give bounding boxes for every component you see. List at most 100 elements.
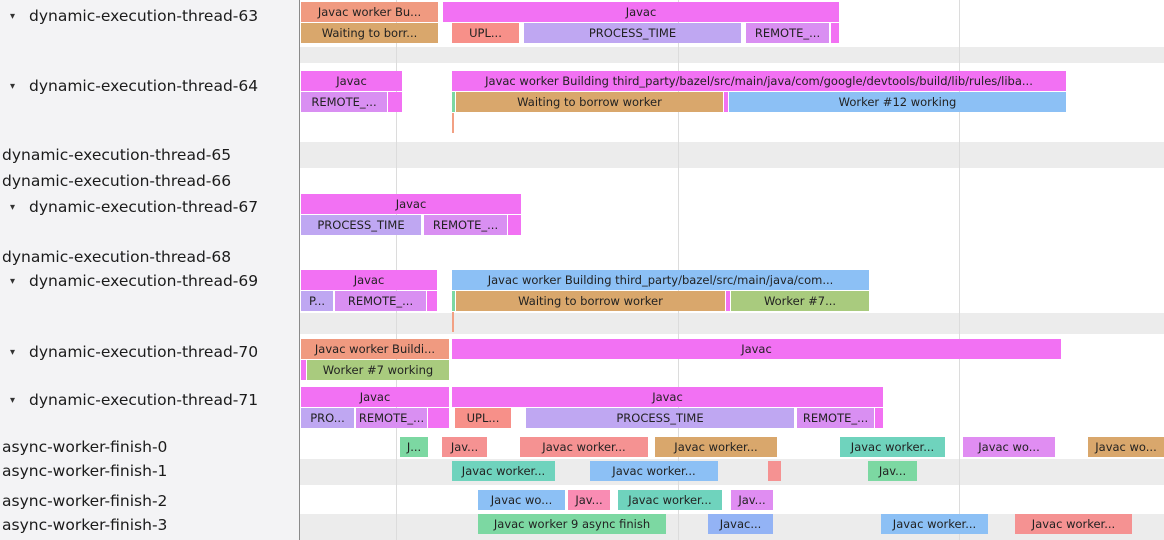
trace-event-bar[interactable]: Javac worker... bbox=[452, 461, 555, 481]
trace-event-bar[interactable]: Waiting to borrow worker bbox=[456, 92, 723, 112]
trace-event-bar[interactable]: Waiting to borr... bbox=[301, 23, 438, 43]
trace-event-bar[interactable]: Jav... bbox=[442, 437, 487, 457]
expander-triangle-icon[interactable]: ▾ bbox=[10, 394, 16, 406]
trace-event-bar[interactable]: UPL... bbox=[452, 23, 519, 43]
thread-label: dynamic-execution-thread-65 bbox=[2, 146, 232, 164]
sidebar-row-dynamic-execution-thread-67[interactable]: ▾ dynamic-execution-thread-67 bbox=[0, 196, 299, 218]
thread-sidebar: ▾ dynamic-execution-thread-63 ▾ dynamic-exe… bbox=[0, 0, 300, 540]
trace-event-bar[interactable]: REMOTE_... bbox=[746, 23, 829, 43]
trace-event-bar[interactable]: Jav... bbox=[868, 461, 917, 481]
trace-event-bar[interactable]: REMOTE_... bbox=[797, 408, 874, 428]
trace-event-sliver[interactable] bbox=[508, 215, 521, 235]
trace-event-bar[interactable]: PROCESS_TIME bbox=[524, 23, 741, 43]
trace-event-bar[interactable]: REMOTE_... bbox=[424, 215, 507, 235]
trace-event-bar[interactable]: P... bbox=[301, 291, 333, 311]
timeline-canvas[interactable]: Javac worker Bu... Javac Waiting to borr..… bbox=[300, 0, 1164, 540]
trace-event-bar[interactable]: Javac worker Building third_party/bazel/… bbox=[452, 270, 869, 290]
sidebar-row-dynamic-execution-thread-68[interactable]: dynamic-execution-thread-68 bbox=[0, 246, 299, 268]
thread-label: dynamic-execution-thread-68 bbox=[2, 248, 232, 266]
row-background-band bbox=[300, 47, 1164, 63]
expander-triangle-icon[interactable]: ▾ bbox=[10, 201, 16, 213]
sidebar-row-dynamic-execution-thread-69[interactable]: ▾ dynamic-execution-thread-69 bbox=[0, 270, 299, 292]
trace-event-bar[interactable]: REMOTE_... bbox=[301, 92, 387, 112]
expander-triangle-icon[interactable]: ▾ bbox=[10, 10, 16, 22]
trace-event-sliver[interactable] bbox=[427, 291, 437, 311]
trace-event-sliver[interactable] bbox=[428, 408, 449, 428]
trace-event-bar[interactable]: Javac worker... bbox=[655, 437, 777, 457]
trace-event-bar[interactable]: J... bbox=[400, 437, 428, 457]
trace-event-sliver[interactable] bbox=[452, 92, 455, 112]
trace-event-bar[interactable]: PROCESS_TIME bbox=[526, 408, 794, 428]
trace-event-bar[interactable]: REMOTE_... bbox=[356, 408, 427, 428]
expander-triangle-icon[interactable]: ▾ bbox=[10, 275, 16, 287]
sidebar-row-async-worker-finish-3[interactable]: async-worker-finish-3 bbox=[0, 514, 299, 536]
trace-event-sliver[interactable] bbox=[452, 113, 454, 133]
trace-event-bar[interactable]: Javac bbox=[301, 270, 437, 290]
trace-event-bar[interactable]: Javac worker Bu... bbox=[301, 2, 438, 22]
trace-event-bar[interactable]: Jav... bbox=[731, 490, 773, 510]
trace-event-bar[interactable]: Javac wo... bbox=[1088, 437, 1164, 457]
row-background-band bbox=[300, 459, 1164, 485]
trace-event-bar[interactable]: PROCESS_TIME bbox=[301, 215, 421, 235]
sidebar-row-dynamic-execution-thread-66[interactable]: dynamic-execution-thread-66 bbox=[0, 170, 299, 192]
sidebar-row-dynamic-execution-thread-65[interactable]: dynamic-execution-thread-65 bbox=[0, 144, 299, 166]
trace-event-bar[interactable]: Worker #7... bbox=[731, 291, 869, 311]
trace-event-bar[interactable]: REMOTE_... bbox=[335, 291, 426, 311]
trace-event-sliver[interactable] bbox=[452, 291, 455, 311]
trace-event-bar[interactable]: Javac bbox=[301, 387, 449, 407]
trace-event-bar[interactable]: PRO... bbox=[301, 408, 354, 428]
trace-event-sliver[interactable] bbox=[831, 23, 839, 43]
trace-event-bar[interactable]: Javac worker... bbox=[840, 437, 945, 457]
trace-event-bar[interactable]: Javac bbox=[452, 387, 883, 407]
expander-triangle-icon[interactable]: ▾ bbox=[10, 80, 16, 92]
trace-event-bar[interactable]: Javac wo... bbox=[963, 437, 1055, 457]
trace-event-bar[interactable]: Javac bbox=[443, 2, 839, 22]
trace-event-bar[interactable]: Javac bbox=[452, 339, 1061, 359]
trace-event-bar[interactable]: Worker #7 working bbox=[307, 360, 449, 380]
trace-event-bar[interactable]: Javac bbox=[301, 194, 521, 214]
trace-event-sliver[interactable] bbox=[875, 408, 883, 428]
trace-event-bar[interactable]: Jav... bbox=[568, 490, 610, 510]
trace-event-sliver[interactable] bbox=[452, 312, 454, 332]
sidebar-row-async-worker-finish-0[interactable]: async-worker-finish-0 bbox=[0, 436, 299, 458]
trace-event-bar[interactable]: UPL... bbox=[455, 408, 511, 428]
thread-label: async-worker-finish-0 bbox=[2, 438, 168, 456]
trace-event-bar[interactable]: Javac worker... bbox=[881, 514, 988, 534]
thread-label: dynamic-execution-thread-67 bbox=[29, 198, 259, 216]
thread-label: dynamic-execution-thread-63 bbox=[29, 7, 259, 25]
sidebar-row-dynamic-execution-thread-70[interactable]: ▾ dynamic-execution-thread-70 bbox=[0, 341, 299, 363]
trace-event-bar[interactable]: Javac worker Buildi... bbox=[301, 339, 449, 359]
thread-label: dynamic-execution-thread-64 bbox=[29, 77, 259, 95]
thread-label: dynamic-execution-thread-66 bbox=[2, 172, 232, 190]
trace-event-bar[interactable]: Javac worker... bbox=[1015, 514, 1132, 534]
thread-label: async-worker-finish-2 bbox=[2, 492, 168, 510]
trace-event-sliver[interactable] bbox=[726, 291, 730, 311]
trace-event-bar[interactable]: Waiting to borrow worker bbox=[456, 291, 725, 311]
thread-label: dynamic-execution-thread-71 bbox=[29, 391, 259, 409]
trace-event-bar[interactable]: Javac worker Building third_party/bazel/… bbox=[452, 71, 1066, 91]
trace-event-bar[interactable]: Worker #12 working bbox=[729, 92, 1066, 112]
sidebar-row-dynamic-execution-thread-64[interactable]: ▾ dynamic-execution-thread-64 bbox=[0, 75, 299, 97]
trace-event-sliver[interactable] bbox=[301, 360, 306, 380]
trace-event-sliver[interactable] bbox=[724, 92, 728, 112]
expander-triangle-icon[interactable]: ▾ bbox=[10, 346, 16, 358]
trace-event-bar[interactable]: Javac worker... bbox=[590, 461, 718, 481]
trace-event-bar[interactable]: Javac wo... bbox=[478, 490, 565, 510]
sidebar-row-dynamic-execution-thread-71[interactable]: ▾ dynamic-execution-thread-71 bbox=[0, 389, 299, 411]
sidebar-row-dynamic-execution-thread-63[interactable]: ▾ dynamic-execution-thread-63 bbox=[0, 5, 299, 27]
sidebar-row-async-worker-finish-1[interactable]: async-worker-finish-1 bbox=[0, 460, 299, 482]
sidebar-row-async-worker-finish-2[interactable]: async-worker-finish-2 bbox=[0, 490, 299, 512]
trace-event-bar[interactable]: Javac worker... bbox=[618, 490, 722, 510]
thread-label: dynamic-execution-thread-70 bbox=[29, 343, 259, 361]
trace-event-sliver[interactable] bbox=[768, 461, 781, 481]
trace-event-bar[interactable]: Javac worker... bbox=[520, 437, 648, 457]
trace-event-bar[interactable]: Javac... bbox=[708, 514, 773, 534]
thread-label: dynamic-execution-thread-69 bbox=[29, 272, 259, 290]
trace-event-sliver[interactable] bbox=[388, 92, 402, 112]
row-background-band bbox=[300, 142, 1164, 168]
trace-event-bar[interactable]: Javac worker 9 async finish bbox=[478, 514, 666, 534]
row-background-band bbox=[300, 313, 1164, 334]
trace-event-bar[interactable]: Javac bbox=[301, 71, 402, 91]
time-gridline bbox=[959, 0, 960, 540]
thread-label: async-worker-finish-1 bbox=[2, 462, 168, 480]
